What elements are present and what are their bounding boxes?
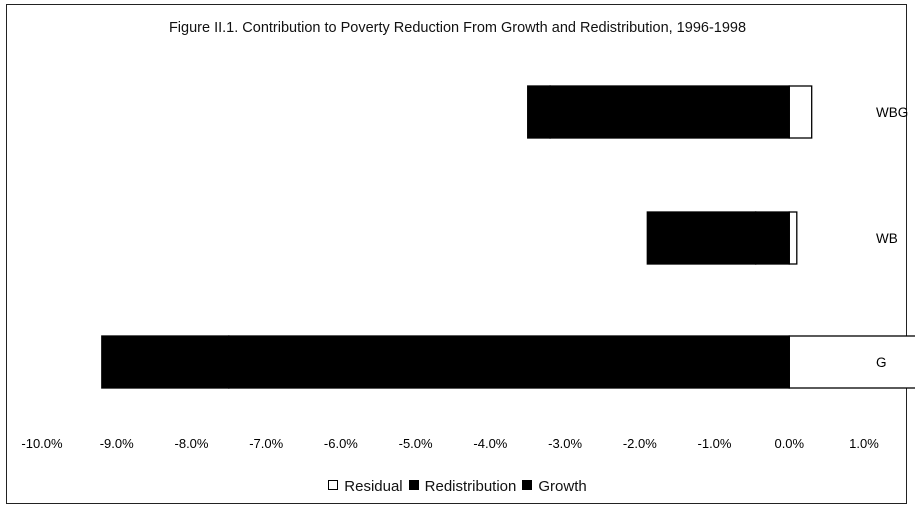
legend-swatch [328, 480, 339, 490]
legend-swatch [408, 480, 419, 490]
bar-residual-wb [788, 211, 798, 265]
bar-redistribution-g [228, 335, 790, 389]
legend-label: Redistribution [424, 478, 517, 495]
bar-growth-wb [646, 211, 757, 265]
legend: Residual Redistribution Growth [0, 478, 915, 495]
category-label-wb: WB [876, 231, 898, 246]
x-tick-label: 1.0% [849, 436, 879, 451]
x-tick-label: 0.0% [774, 436, 804, 451]
legend-label: Growth [538, 478, 587, 495]
bar-growth-wbg [527, 85, 551, 139]
x-tick-label: -4.0% [473, 436, 507, 451]
bar-growth-g [101, 335, 230, 389]
category-label-wbg: WBG [876, 105, 908, 120]
x-tick-label: -2.0% [623, 436, 657, 451]
x-tick-label: -6.0% [324, 436, 358, 451]
x-tick-label: -1.0% [698, 436, 732, 451]
bar-residual-g [788, 335, 915, 389]
x-tick-label: -7.0% [249, 436, 283, 451]
x-tick-label: -10.0% [21, 436, 63, 451]
category-label-g: G [876, 355, 887, 370]
legend-item-redistribution: Redistribution [408, 478, 517, 495]
bar-redistribution-wb [754, 211, 790, 265]
bar-residual-wbg [788, 85, 813, 139]
chart-frame [6, 4, 907, 504]
x-tick-label: -9.0% [100, 436, 134, 451]
x-tick-label: -8.0% [175, 436, 209, 451]
legend-swatch [522, 480, 533, 490]
legend-item-residual: Residual [328, 478, 403, 495]
x-tick-label: -3.0% [548, 436, 582, 451]
x-tick-label: -5.0% [399, 436, 433, 451]
bar-redistribution-wbg [549, 85, 790, 139]
legend-label: Residual [344, 478, 403, 495]
chart-title: Figure II.1. Contribution to Poverty Red… [168, 20, 747, 36]
legend-item-growth: Growth [522, 478, 587, 495]
